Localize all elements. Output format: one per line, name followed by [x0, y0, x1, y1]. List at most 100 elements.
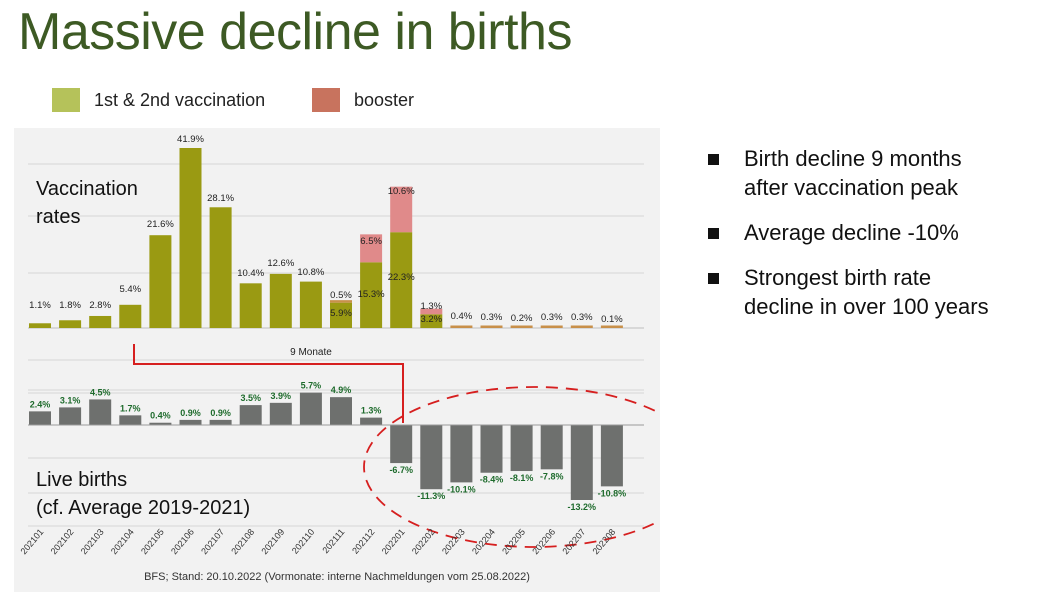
booster-bar [570, 325, 593, 328]
vaccination-bar [59, 320, 82, 328]
x-tick-label: 202108 [229, 527, 256, 556]
x-tick-label: 202105 [139, 527, 166, 556]
bullet-list: Birth decline 9 months after vaccination… [708, 144, 1038, 337]
bullet-square-icon [708, 273, 719, 284]
legend-label-vaccination: 1st & 2nd vaccination [94, 89, 266, 110]
vaccination-data-label: 41.9% [177, 134, 204, 145]
x-tick-label: 202107 [199, 527, 226, 556]
booster-data-label: 6.5% [360, 236, 382, 247]
booster-data-label: 10.6% [388, 186, 415, 197]
births-bar [209, 419, 232, 425]
births-bar [59, 407, 82, 425]
births-bar [89, 399, 112, 425]
vaccination-data-label: 10.4% [237, 268, 264, 279]
bullet-square-icon [708, 154, 719, 165]
births-bar [420, 425, 443, 490]
births-bar [480, 425, 503, 473]
births-bar [570, 425, 593, 500]
booster-bar [330, 300, 352, 303]
vaccination-bar [360, 262, 383, 328]
births-data-label: 2.4% [30, 399, 51, 409]
vaccination-bar [269, 273, 292, 328]
vaccination-data-label: 5.9% [330, 308, 352, 319]
vaccination-bar [149, 235, 172, 328]
bullet-item: Birth decline 9 months after vaccination… [708, 144, 1038, 202]
births-data-label: 3.1% [60, 395, 81, 405]
vaccination-bar [89, 315, 112, 328]
bullet-text: Average decline -10% [744, 220, 959, 245]
births-data-label: 0.9% [180, 408, 201, 418]
births-bar [269, 402, 292, 425]
booster-data-label: 0.1% [601, 314, 623, 325]
vaccination-bar [179, 148, 202, 328]
vaccination-data-label: 12.6% [267, 258, 294, 269]
births-bar [149, 422, 172, 425]
booster-bar [480, 325, 503, 328]
legend-label-booster: booster [354, 89, 415, 110]
vaccination-bar [330, 302, 352, 328]
births-data-label: 3.9% [271, 391, 292, 401]
vaccination-data-label: 15.3% [358, 289, 385, 300]
x-tick-label: 202103 [79, 527, 106, 556]
vaccination-data-label: 2.8% [89, 300, 111, 311]
x-tick-label: 202203 [440, 527, 467, 556]
booster-data-label: 0.2% [511, 313, 533, 324]
vaccination-bar [29, 323, 51, 328]
births-bar [29, 411, 51, 425]
booster-bar [600, 325, 623, 328]
booster-bar [420, 308, 443, 315]
chart-svg: 1.1% 1.8% 2.8% 5.4% 21.6% 41.9% 28.1% 10.4%12.6… [19, 134, 660, 583]
legend-swatch-booster [312, 88, 340, 112]
births-bar [540, 425, 563, 470]
vaccination-data-label: 3.2% [420, 314, 442, 325]
booster-data-label: 0.3% [481, 312, 503, 323]
births-data-label: 1.3% [361, 406, 382, 416]
births-data-label: 3.5% [240, 393, 261, 403]
lag-annotation-label: 9 Monate [290, 347, 332, 358]
vaccination-bar [239, 283, 262, 328]
births-bar [119, 415, 142, 425]
x-tick-label: 202206 [530, 527, 557, 556]
births-data-label: 4.5% [90, 387, 111, 397]
vaccination-data-label: 10.8% [297, 267, 324, 278]
births-data-label: 0.9% [210, 408, 231, 418]
vaccination-bar [119, 304, 142, 328]
births-panel-title: Live births [36, 469, 127, 491]
vaccination-data-label: 1.1% [29, 300, 51, 311]
source-note: BFS; Stand: 20.10.2022 (Vormonate: inter… [144, 571, 530, 583]
page-title: Massive decline in births [18, 3, 572, 61]
booster-data-label: 0.3% [541, 312, 563, 323]
births-data-label: -8.4% [480, 475, 504, 485]
births-bar [450, 425, 473, 483]
x-tick-label: 202110 [290, 527, 317, 556]
x-tick-label: 202109 [259, 527, 286, 556]
chart-panel: 1.1% 1.8% 2.8% 5.4% 21.6% 41.9% 28.1% 10.4% 12.6… [14, 128, 660, 592]
x-tick-label: 202201 [380, 527, 407, 556]
births-data-label: 4.9% [331, 385, 352, 395]
legend-swatch-vaccination [52, 88, 80, 112]
legend-item-vaccination: 1st & 2nd vaccination [52, 86, 265, 114]
bullet-text: Birth decline 9 months after vaccination… [744, 146, 962, 200]
x-tick-label: 202104 [109, 527, 136, 556]
vaccination-panel-title: rates [36, 206, 80, 228]
booster-bar [540, 325, 563, 328]
births-data-label: -8.1% [510, 473, 534, 483]
births-data-label: 0.4% [150, 411, 171, 421]
booster-bar [390, 186, 413, 233]
births-bar [179, 419, 202, 425]
births-bar [330, 397, 352, 425]
births-panel-title: (cf. Average 2019-2021) [36, 497, 250, 519]
births-data-label: -11.3% [417, 491, 445, 501]
booster-bar [450, 325, 473, 328]
vaccination-panel-title: Vaccination [36, 178, 138, 200]
decline-highlight-ellipse [363, 386, 660, 548]
x-tick-label: 202101 [19, 527, 46, 556]
births-bar [299, 392, 322, 425]
births-bar [390, 425, 413, 464]
births-data-label: 5.7% [301, 381, 322, 391]
vaccination-bar [299, 281, 322, 328]
x-tick-label: 202111 [320, 527, 346, 555]
x-tick-label: 202205 [500, 527, 527, 556]
bullet-text: Strongest birth rate decline in over 100… [744, 265, 989, 319]
booster-bar [510, 325, 533, 328]
